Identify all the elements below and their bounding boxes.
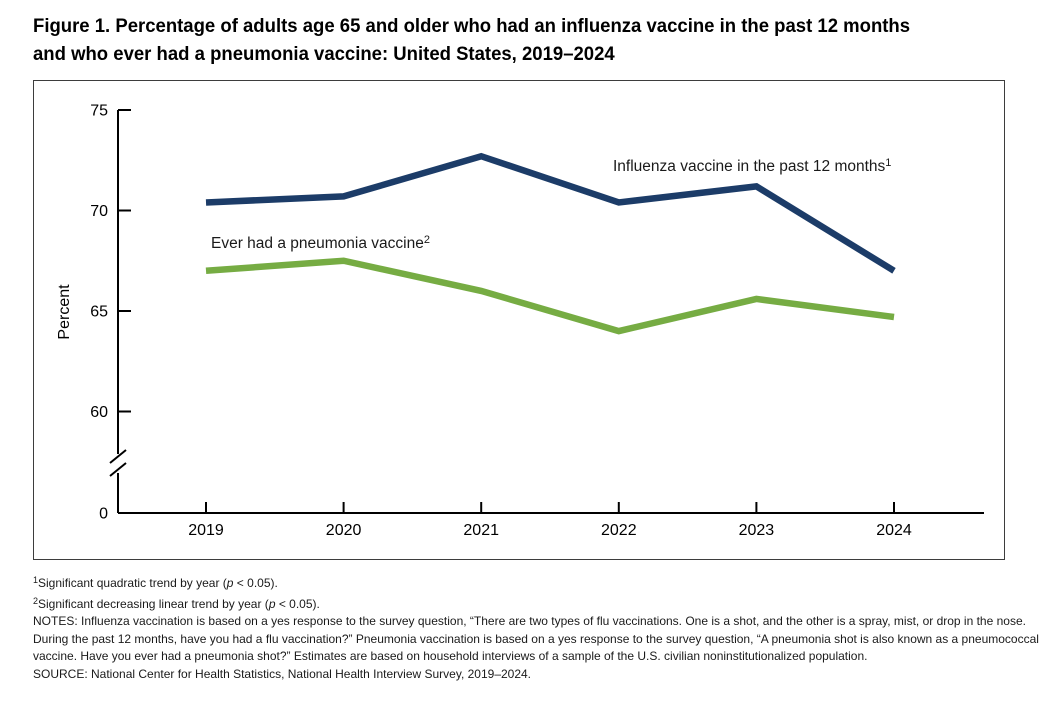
axis-break-slash xyxy=(109,462,127,477)
footnote-source: SOURCE: National Center for Health Stati… xyxy=(33,666,532,681)
figure-title-line2: and who ever had a pneumonia vaccine: Un… xyxy=(33,42,615,65)
x-tick-label: 2019 xyxy=(188,522,224,539)
footnote-2: 2Significant decreasing linear trend by … xyxy=(33,593,1040,614)
series-label-influenza-sup: 1 xyxy=(885,157,892,169)
footnote-1: 1Significant quadratic trend by year (p … xyxy=(33,572,1040,593)
y-tick-label: 60 xyxy=(90,404,108,421)
footnotes: 1Significant quadratic trend by year (p … xyxy=(33,572,1040,684)
y-tick-label: 75 xyxy=(90,103,108,120)
y-baseline-label: 0 xyxy=(99,506,108,523)
series-line-pneumonia xyxy=(205,257,895,335)
y-tick-label: 65 xyxy=(90,304,108,321)
x-tick-label: 2021 xyxy=(463,522,499,539)
series-line-influenza xyxy=(205,152,896,274)
series-label-influenza-text: Influenza vaccine in the past 12 months xyxy=(613,158,886,175)
figure-title: Figure 1. Percentage of adults age 65 an… xyxy=(33,13,910,68)
series-label-influenza: Influenza vaccine in the past 12 months1 xyxy=(613,157,891,176)
chart-frame: 75 70 65 60 0 2019 2020 2021 2022 2023 2024 Percen… xyxy=(33,80,1005,560)
footnote-2-italic-p: p xyxy=(268,596,276,611)
footnote-2-text: Significant decreasing linear trend by y… xyxy=(38,596,269,611)
x-tick-label: 2023 xyxy=(739,522,775,539)
footnote-2-text-end: < 0.05). xyxy=(275,596,320,611)
line-chart-canvas: 75 70 65 60 0 2019 2020 2021 2022 2023 2024 xyxy=(90,103,984,539)
series-label-pneumonia-text: Ever had a pneumonia vaccine xyxy=(211,235,424,252)
series-label-pneumonia-sup: 2 xyxy=(423,234,430,246)
footnote-1-text-end: < 0.05). xyxy=(233,576,278,590)
y-axis-title: Percent xyxy=(56,284,73,340)
series-label-pneumonia: Ever had a pneumonia vaccine2 xyxy=(211,234,430,253)
footnote-notes: NOTES: Influenza vaccination is based on… xyxy=(33,614,1039,664)
figure-title-line1: Figure 1. Percentage of adults age 65 an… xyxy=(33,15,911,37)
footnote-1-sup: 1 xyxy=(33,575,39,585)
footnote-2-sup: 2 xyxy=(33,595,39,606)
x-tick-label: 2020 xyxy=(326,522,362,539)
footnote-1-italic-p: p xyxy=(226,576,234,590)
x-tick-label: 2024 xyxy=(876,522,912,539)
y-tick-label: 70 xyxy=(90,203,108,220)
axis-break-slash xyxy=(109,449,127,464)
x-tick-label: 2022 xyxy=(601,522,637,539)
footnote-1-text: Significant quadratic trend by year ( xyxy=(38,576,227,590)
